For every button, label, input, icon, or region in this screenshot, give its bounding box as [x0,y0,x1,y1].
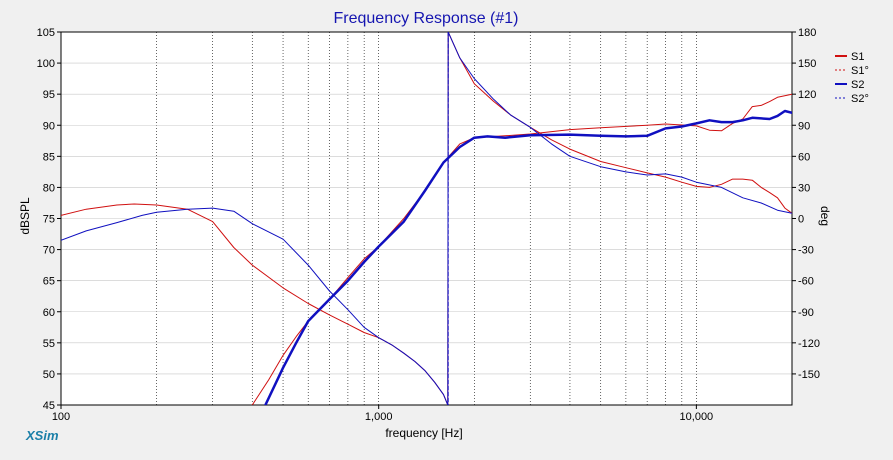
y-right-tick-label: 90 [798,120,810,132]
legend-label: S1 [851,51,864,63]
y-right-tick-label: 30 [798,182,810,194]
y-left-tick-label: 105 [37,27,55,39]
y-right-tick-label: -30 [798,245,814,257]
y-left-tick-label: 100 [37,58,55,70]
y-left-tick-label: 55 [43,338,55,350]
xsim-logo: XSim [25,428,59,443]
y-right-tick-label: 0 [798,214,804,226]
y-left-tick-label: 65 [43,276,55,288]
legend-label: S2° [851,93,869,105]
y-right-tick-label: 150 [798,58,816,70]
y-left-tick-label: 80 [43,182,55,194]
dividers-layer [61,62,792,375]
y-left-tick-label: 45 [43,400,55,412]
x-tick-label: 100 [52,411,70,423]
y-left-tick-label: 75 [43,214,55,226]
y-right-tick-label: 120 [798,89,816,101]
y-left-tick-label: 95 [43,89,55,101]
ticks-layer: 45 50 55 60 65 70 75 80 85 90 95 100 105 -150 -120 -90 -… [37,27,820,423]
y-right-tick-label: -90 [798,307,814,319]
chart-title: Frequency Response (#1) [334,10,519,27]
y-right-tick-label: -60 [798,276,814,288]
y-axis-left-label: dBSPL [18,197,32,235]
y-left-tick-label: 50 [43,369,55,381]
y-right-tick-label: 180 [798,27,816,39]
series-line-4 [61,32,792,405]
y-left-tick-label: 90 [43,120,55,132]
x-tick-label: 10,000 [680,411,714,423]
y-right-tick-label: 60 [798,151,810,163]
y-left-tick-label: 70 [43,245,55,257]
y-right-tick-label: -120 [798,338,820,350]
x-tick-label: 1,000 [365,411,393,423]
y-left-tick-label: 60 [43,307,55,319]
x-axis-label: frequency [Hz] [385,426,462,440]
legend: S1 S1° S2 S2° [835,51,869,105]
y-axis-right-label: deg [818,206,832,226]
y-right-tick-label: -150 [798,369,820,381]
legend-label: S1° [851,65,869,77]
legend-label: S2 [851,79,864,91]
series-layer [61,32,792,405]
series-line-3 [264,109,792,405]
y-left-tick-label: 85 [43,151,55,163]
